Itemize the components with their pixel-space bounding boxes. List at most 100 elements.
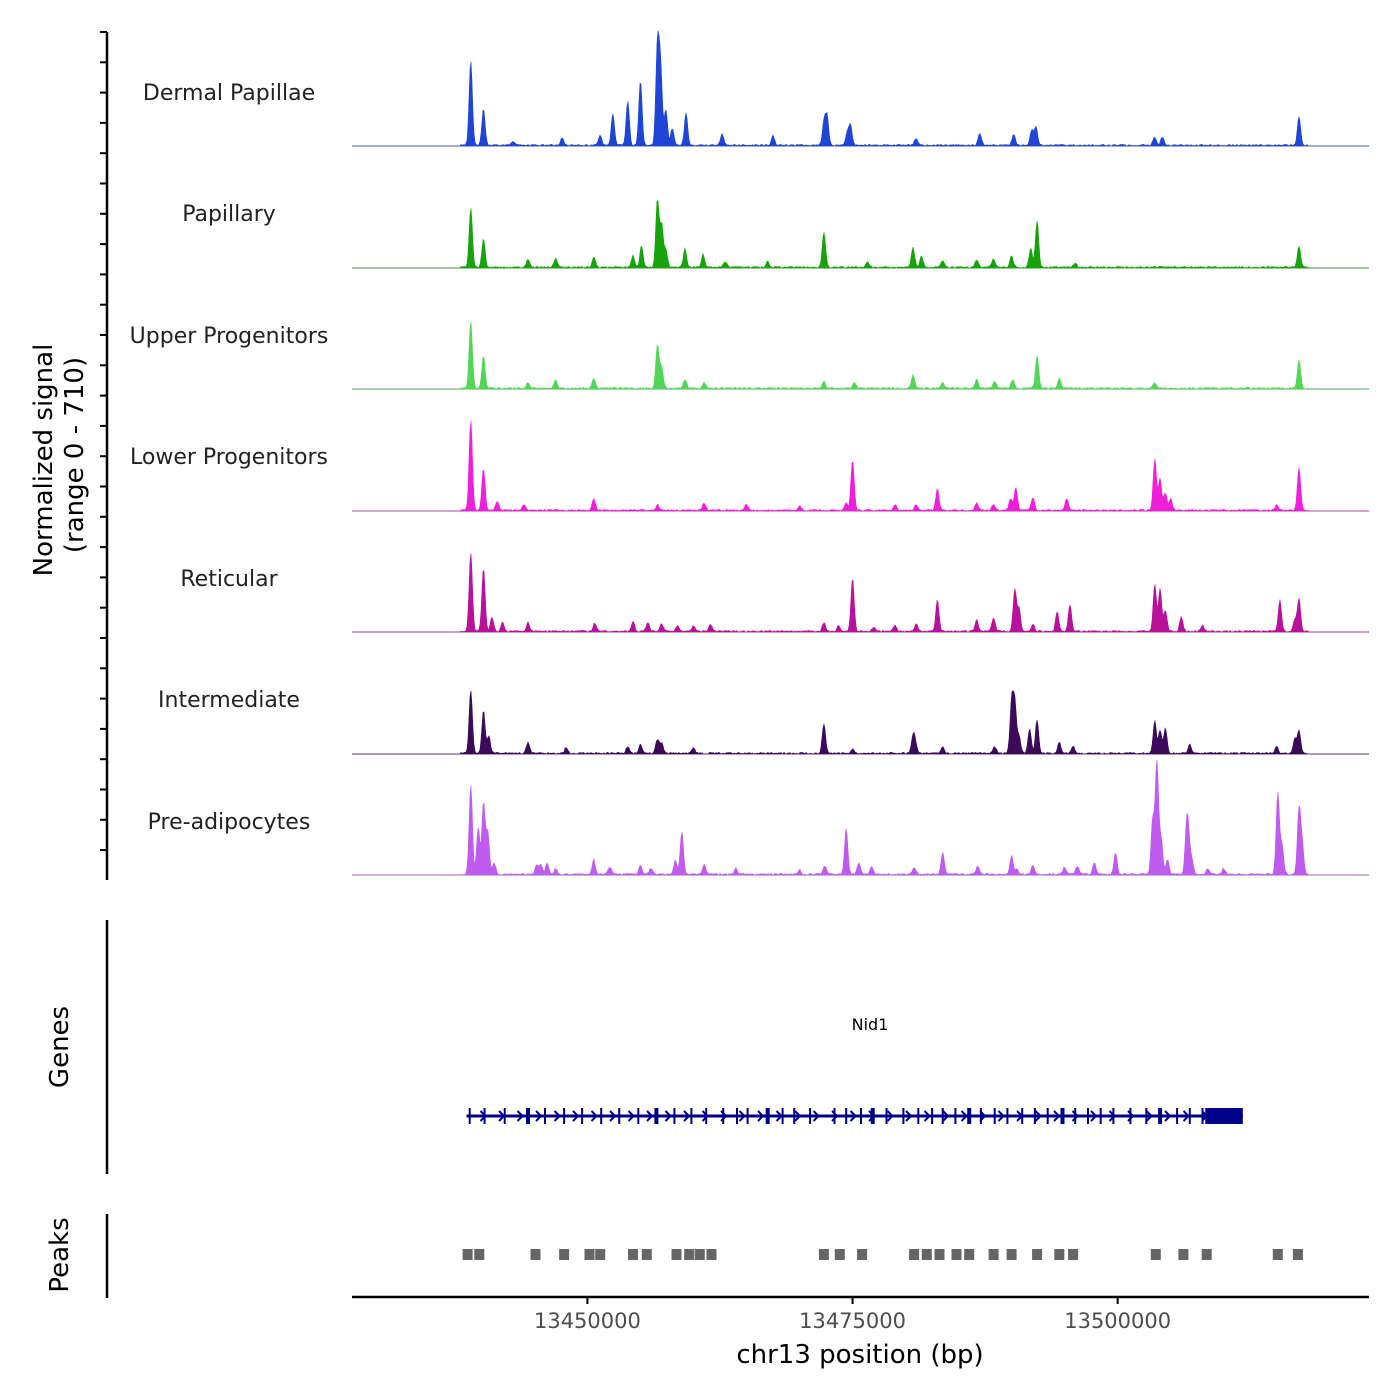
- gene-exon: [967, 1108, 972, 1124]
- peak-region: [1054, 1249, 1065, 1260]
- strand-arrow: [738, 1110, 746, 1122]
- strand-arrow: [794, 1110, 802, 1122]
- strand-arrow: [1034, 1110, 1042, 1122]
- peak-region: [559, 1249, 570, 1260]
- peak-region: [934, 1249, 945, 1260]
- x-tick-label: 13475000: [799, 1309, 906, 1333]
- peak-region: [684, 1249, 695, 1260]
- strand-arrow: [1164, 1110, 1172, 1122]
- gene-exon: [673, 1108, 676, 1124]
- coverage-y-ticks: [100, 31, 107, 852]
- peak-region: [909, 1249, 920, 1260]
- gene-exon: [902, 1108, 905, 1124]
- track-label-reticular: Reticular: [180, 567, 278, 592]
- gene-exon: [581, 1108, 584, 1124]
- peak-region: [641, 1249, 652, 1260]
- coverage-area: [352, 321, 1369, 390]
- gene-exon: [931, 1108, 934, 1124]
- gene-exon: [1046, 1108, 1049, 1124]
- coverage-track-upper-progenitors: [352, 321, 1369, 390]
- strand-arrow: [1053, 1110, 1061, 1122]
- gene-exon: [1176, 1108, 1179, 1124]
- coverage-area: [352, 690, 1369, 755]
- coverage-area: [352, 200, 1369, 269]
- gene-exon: [483, 1108, 486, 1124]
- gene-exon: [654, 1108, 659, 1124]
- gene-exon: [526, 1108, 530, 1124]
- coverage-area: [352, 553, 1369, 633]
- track-label-pre-adipocytes: Pre-adipocytes: [148, 810, 311, 835]
- strand-arrow: [516, 1110, 524, 1122]
- gene-exon: [885, 1108, 888, 1124]
- gene-exon: [845, 1108, 848, 1124]
- gene-exon: [1129, 1108, 1132, 1124]
- gene-exon: [563, 1108, 566, 1124]
- gene-exon: [1033, 1108, 1036, 1124]
- gene-exon: [1060, 1108, 1065, 1124]
- gene-exon: [1021, 1108, 1024, 1124]
- gene-exon: [793, 1108, 796, 1124]
- peak-region: [921, 1249, 932, 1260]
- track-label-upper-progenitors: Upper Progenitors: [130, 324, 329, 349]
- gene-exon: [1145, 1108, 1148, 1124]
- gene-exon: [637, 1108, 640, 1124]
- gene-exon: [1112, 1108, 1115, 1124]
- coverage-track-papillary: [352, 200, 1369, 269]
- gene-exon: [503, 1108, 506, 1124]
- coverage-area: [352, 420, 1369, 512]
- coverage-track-dermal-papillae: [352, 30, 1369, 147]
- peak-region: [818, 1249, 829, 1260]
- gene-label-nid1: Nid1: [852, 1015, 889, 1034]
- peak-region: [694, 1249, 705, 1260]
- gene-exon: [809, 1108, 812, 1124]
- coverage-track-pre-adipocytes: [352, 759, 1369, 876]
- strand-arrow: [1071, 1110, 1079, 1122]
- gene-exon: [690, 1108, 693, 1124]
- peak-region: [530, 1249, 541, 1260]
- strand-arrow: [1108, 1110, 1116, 1122]
- peak-region: [964, 1249, 975, 1260]
- coverage-track-lower-progenitors: [352, 420, 1369, 512]
- x-tick-label: 13500000: [1064, 1309, 1171, 1333]
- strand-arrow: [960, 1110, 968, 1122]
- x-axis-title: chr13 position (bp): [736, 1340, 983, 1370]
- gene-exon: [1087, 1108, 1089, 1124]
- gene-exon: [941, 1108, 944, 1124]
- strand-arrow: [757, 1110, 765, 1122]
- x-axis-ticks: 13450000 13475000 13500000: [534, 1297, 1171, 1333]
- strand-arrow: [849, 1110, 857, 1122]
- gene-exon: [1201, 1108, 1204, 1124]
- coverage-track-reticular: [352, 553, 1369, 633]
- gene-exon: [1006, 1108, 1009, 1124]
- strand-arrow: [609, 1110, 617, 1122]
- gene-utr-block: [1216, 1108, 1243, 1124]
- gene-exon: [1188, 1108, 1191, 1124]
- gene-exon: [1074, 1108, 1077, 1124]
- gene-model: [466, 1108, 1243, 1124]
- gene-exon: [722, 1108, 725, 1124]
- strand-arrow: [590, 1110, 598, 1122]
- peak-region: [1201, 1249, 1212, 1260]
- strand-arrow: [942, 1110, 950, 1122]
- gene-exon: [736, 1108, 738, 1124]
- peak-regions: [462, 1249, 1303, 1260]
- peak-region: [462, 1249, 473, 1260]
- gene-exon: [746, 1108, 749, 1124]
- peak-region: [1068, 1249, 1079, 1260]
- coverage-tracks: [352, 30, 1369, 876]
- x-tick-label: 13450000: [534, 1309, 641, 1333]
- gene-exon: [765, 1108, 770, 1124]
- strand-arrow: [905, 1110, 913, 1122]
- genes-panel-label: Genes: [45, 1006, 75, 1088]
- gene-exon: [781, 1108, 784, 1124]
- strand-arrow: [775, 1110, 783, 1122]
- strand-arrow: [886, 1110, 894, 1122]
- peak-region: [595, 1249, 606, 1260]
- peak-region: [628, 1249, 638, 1260]
- peak-region: [1292, 1249, 1303, 1260]
- strand-arrow: [535, 1110, 543, 1122]
- gene-exon: [917, 1108, 920, 1124]
- gene-exon: [705, 1108, 708, 1124]
- gene-exon: [870, 1108, 875, 1124]
